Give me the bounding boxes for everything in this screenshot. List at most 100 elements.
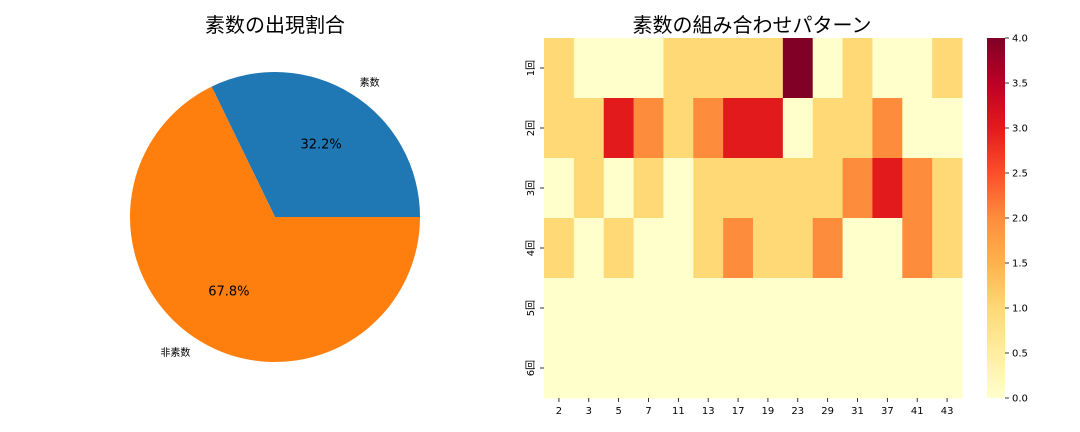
heatmap-cell bbox=[633, 158, 664, 219]
pie-title: 素数の出現割合 bbox=[205, 13, 345, 37]
x-tick-label: 11 bbox=[672, 406, 685, 417]
heatmap-title: 素数の組み合わせパターン bbox=[633, 13, 872, 37]
colorbar-tick-label: 3.0 bbox=[1012, 124, 1028, 135]
heatmap-cell bbox=[753, 98, 784, 159]
heatmap-cell bbox=[812, 38, 844, 99]
heatmap-cell bbox=[872, 158, 903, 219]
heatmap-cell bbox=[693, 218, 724, 279]
x-tick-label: 23 bbox=[791, 406, 804, 417]
x-tick-label: 7 bbox=[645, 406, 651, 417]
colorbar-tick-label: 0.5 bbox=[1012, 349, 1028, 360]
heatmap-cell bbox=[872, 38, 903, 99]
colorbar-tick-label: 3.5 bbox=[1012, 79, 1028, 90]
heatmap-cell bbox=[544, 158, 575, 219]
heatmap-cell bbox=[693, 98, 724, 159]
heatmap-cell bbox=[932, 38, 963, 99]
heatmap-cell bbox=[603, 98, 635, 159]
heatmap-cell bbox=[633, 338, 664, 399]
heatmap-cell bbox=[872, 278, 903, 339]
heatmap-cell bbox=[842, 98, 873, 159]
heatmap-cell bbox=[633, 278, 664, 339]
heatmap-cell bbox=[812, 338, 844, 399]
heatmap-cell bbox=[663, 218, 694, 279]
heatmap-cell bbox=[633, 38, 664, 99]
heatmap-cell bbox=[693, 158, 724, 219]
y-tick-label: 2回 bbox=[525, 120, 537, 136]
heatmap-cell bbox=[812, 278, 844, 339]
heatmap-cell bbox=[633, 98, 664, 159]
heatmap-cell bbox=[573, 158, 605, 219]
heatmap-cell bbox=[902, 38, 933, 99]
heatmap-cell bbox=[663, 158, 694, 219]
x-tick-label: 19 bbox=[762, 406, 775, 417]
colorbar: 0.0 0.5 1.0 1.5 2.0 2.5 3.0 3.5 4.0 bbox=[987, 34, 1028, 405]
x-tick-label: 2 bbox=[556, 406, 562, 417]
colorbar-tick-label: 2.0 bbox=[1012, 214, 1028, 225]
heatmap-cell bbox=[782, 218, 814, 279]
heatmap-cell bbox=[782, 38, 814, 99]
heatmap-cell bbox=[782, 278, 814, 339]
heatmap-cell bbox=[573, 278, 605, 339]
colorbar-tick-label: 2.5 bbox=[1012, 169, 1028, 180]
y-tick-label: 6回 bbox=[525, 360, 537, 376]
heatmap-cell bbox=[932, 338, 963, 399]
heatmap-cell bbox=[603, 338, 635, 399]
y-tick-label: 4回 bbox=[525, 240, 537, 256]
heatmap-cell bbox=[782, 158, 814, 219]
heatmap-cell bbox=[753, 278, 784, 339]
x-tick-label: 43 bbox=[941, 406, 954, 417]
heatmap-cell bbox=[723, 158, 754, 219]
heatmap-cell bbox=[573, 218, 605, 279]
heatmap-cell bbox=[872, 218, 903, 279]
heatmap-cell bbox=[932, 98, 963, 159]
heatmap-cell bbox=[842, 158, 873, 219]
heatmap-cell bbox=[932, 218, 963, 279]
y-tick-label: 3回 bbox=[525, 180, 537, 196]
colorbar-tick-label: 0.0 bbox=[1012, 394, 1028, 405]
heatmap-cell bbox=[573, 98, 605, 159]
x-tick-label: 17 bbox=[732, 406, 745, 417]
pie-percent-label-1: 67.8% bbox=[208, 285, 249, 300]
heatmap-cell bbox=[932, 158, 963, 219]
heatmap-cell bbox=[723, 278, 754, 339]
heatmap-cell bbox=[872, 338, 903, 399]
heatmap-cell bbox=[753, 158, 784, 219]
heatmap-cell bbox=[544, 338, 575, 399]
heatmap-cell bbox=[693, 278, 724, 339]
colorbar-tick-label: 1.0 bbox=[1012, 304, 1028, 315]
pie-slice-0 bbox=[211, 71, 420, 217]
heatmap-cell bbox=[723, 38, 754, 99]
heatmap-cell bbox=[663, 338, 694, 399]
heatmap-cell bbox=[902, 158, 933, 219]
heatmap-cell bbox=[693, 38, 724, 99]
heatmap-cell bbox=[603, 158, 635, 219]
heatmap-cell bbox=[902, 278, 933, 339]
pie-category-label-1: 非素数 bbox=[160, 346, 190, 359]
heatmap-cell bbox=[544, 98, 575, 159]
heatmap-cell bbox=[603, 38, 635, 99]
colorbar-tick-label: 1.5 bbox=[1012, 259, 1028, 270]
colorbar-tick-label: 4.0 bbox=[1012, 34, 1028, 45]
x-tick-label: 37 bbox=[881, 406, 894, 417]
heatmap-cell bbox=[902, 98, 933, 159]
x-tick-label: 13 bbox=[702, 406, 715, 417]
heatmap-cell bbox=[544, 218, 575, 279]
heatmap-cell bbox=[544, 38, 575, 99]
heatmap-cell bbox=[723, 218, 754, 279]
heatmap-cell bbox=[693, 338, 724, 399]
heatmap-cell bbox=[753, 218, 784, 279]
heatmap-cell bbox=[842, 38, 873, 99]
heatmap-cell bbox=[663, 278, 694, 339]
x-tick-label: 3 bbox=[586, 406, 592, 417]
pie-category-label-0: 素数 bbox=[360, 76, 380, 89]
heatmap-cell bbox=[812, 218, 844, 279]
heatmap-cell bbox=[782, 98, 814, 159]
heatmap-cell bbox=[573, 38, 605, 99]
heatmap-cell bbox=[663, 98, 694, 159]
heatmap-cell bbox=[782, 338, 814, 399]
heatmap-cell bbox=[663, 38, 694, 99]
pie-percent-label-0: 32.2% bbox=[300, 137, 341, 152]
heatmap-cell bbox=[723, 98, 754, 159]
heatmap-chart: 素数の組み合わせパターン 2 3 5 7 11 13 17 19 23 29 31 37 41 43 1回… bbox=[525, 13, 963, 417]
